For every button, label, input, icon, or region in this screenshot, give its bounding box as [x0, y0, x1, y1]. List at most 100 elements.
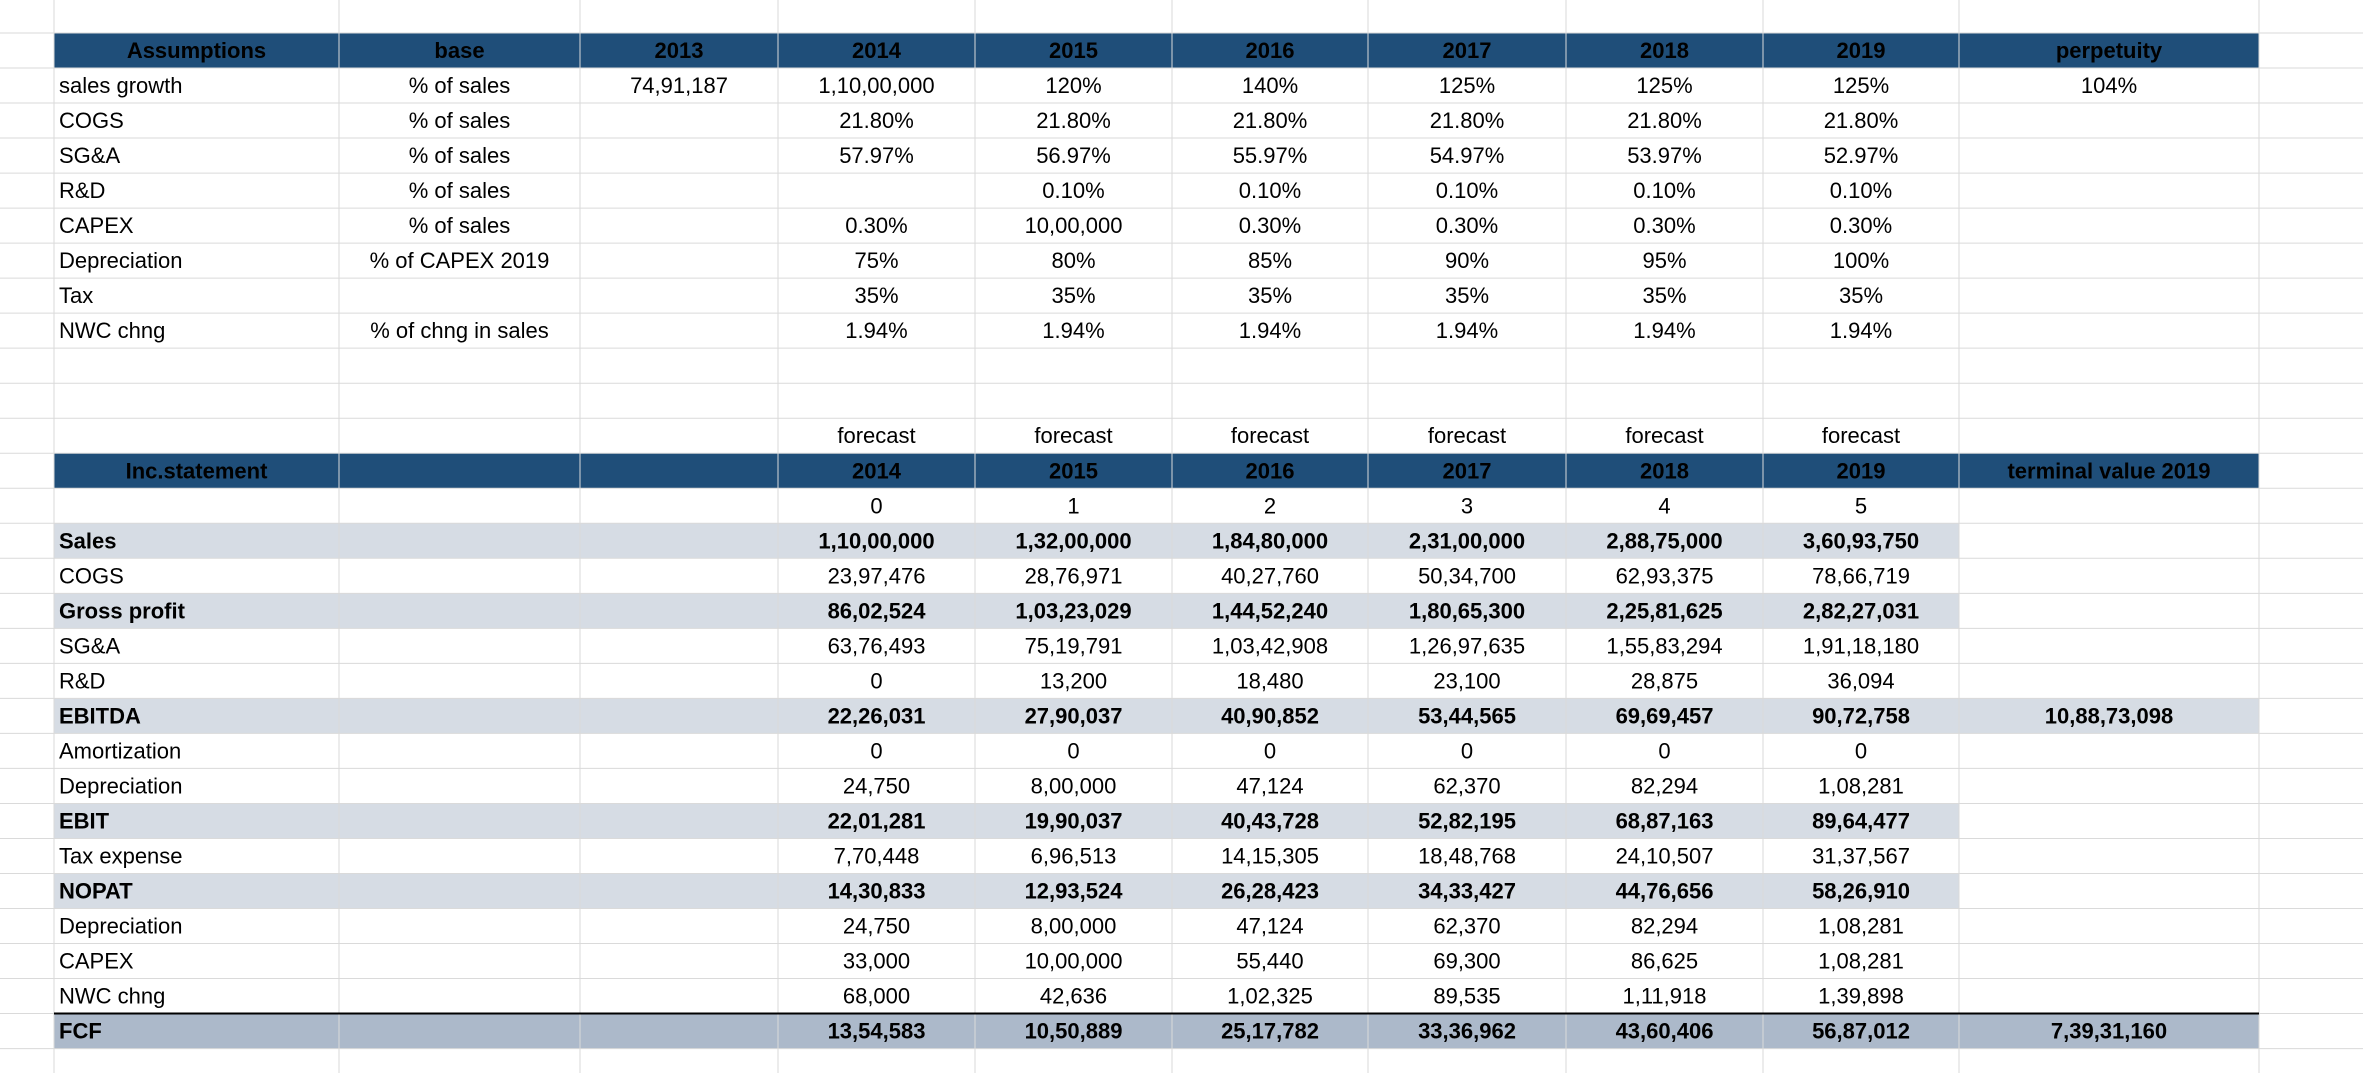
- cell: NWC chng: [59, 984, 165, 1009]
- cell: 90%: [1445, 248, 1489, 273]
- cell: 1,03,42,908: [1212, 633, 1328, 658]
- cell: 2,82,27,031: [1803, 598, 1919, 623]
- cell: 0: [870, 668, 882, 693]
- cell: 10,50,889: [1025, 1019, 1123, 1044]
- cell: Sales: [59, 528, 117, 553]
- cell: 0.10%: [1239, 178, 1301, 203]
- cell: 1,08,281: [1818, 914, 1904, 939]
- row-band: [54, 33, 2259, 69]
- cell: 120%: [1045, 73, 1101, 98]
- cell: 85%: [1248, 248, 1292, 273]
- cell: 89,535: [1433, 984, 1500, 1009]
- cell: 18,48,768: [1418, 843, 1516, 868]
- header-cell: 2017: [1443, 458, 1492, 483]
- cell: 69,69,457: [1616, 703, 1714, 728]
- cell: Tax: [59, 283, 93, 308]
- cell: 28,875: [1631, 668, 1698, 693]
- cell: 47,124: [1236, 914, 1303, 939]
- cell: 1,39,898: [1818, 984, 1904, 1009]
- row-band: [54, 593, 1959, 629]
- cell: % of sales: [409, 73, 511, 98]
- cell: 7,70,448: [834, 843, 920, 868]
- cell: 75%: [854, 248, 898, 273]
- cell: 63,76,493: [828, 633, 926, 658]
- cell: 35%: [1051, 283, 1095, 308]
- cell: 0.10%: [1042, 178, 1104, 203]
- period-index: 0: [870, 493, 882, 518]
- cell: 14,15,305: [1221, 843, 1319, 868]
- cell: 82,294: [1631, 914, 1698, 939]
- cell: 1.94%: [1436, 318, 1498, 343]
- cell: 10,00,000: [1025, 949, 1123, 974]
- cell: 31,37,567: [1812, 843, 1910, 868]
- cell: 43,60,406: [1616, 1019, 1714, 1044]
- cell: 125%: [1833, 73, 1889, 98]
- cell: % of sales: [409, 143, 511, 168]
- cell: 22,26,031: [828, 703, 926, 728]
- cell: 14,30,833: [828, 878, 926, 903]
- cell: % of sales: [409, 178, 511, 203]
- cell: 1,10,00,000: [818, 73, 934, 98]
- cell: 56,87,012: [1812, 1019, 1910, 1044]
- cell: 2,25,81,625: [1606, 598, 1722, 623]
- period-index: 2: [1264, 493, 1276, 518]
- cell: 1,32,00,000: [1015, 528, 1131, 553]
- cell: 62,370: [1433, 773, 1500, 798]
- forecast-label: forecast: [1034, 423, 1112, 448]
- cell: 69,300: [1433, 949, 1500, 974]
- cell: 40,43,728: [1221, 808, 1319, 833]
- header-cell: terminal value 2019: [2007, 458, 2210, 483]
- forecast-label: forecast: [1231, 423, 1309, 448]
- cell: % of sales: [409, 108, 511, 133]
- cell: 1,10,00,000: [818, 528, 934, 553]
- header-cell: 2019: [1837, 458, 1886, 483]
- cell: 2,31,00,000: [1409, 528, 1525, 553]
- cell: 3,60,93,750: [1803, 528, 1919, 553]
- cell: 95%: [1642, 248, 1686, 273]
- cell: 23,100: [1433, 668, 1500, 693]
- row-band: [54, 698, 2259, 734]
- cell: 1.94%: [1830, 318, 1892, 343]
- cell: 53.97%: [1627, 143, 1702, 168]
- cell: 82,294: [1631, 773, 1698, 798]
- cell: 21.80%: [1233, 108, 1308, 133]
- cell: 34,33,427: [1418, 878, 1516, 903]
- cell: 1,02,325: [1227, 984, 1313, 1009]
- cell: 86,625: [1631, 949, 1698, 974]
- cell: 1.94%: [1633, 318, 1695, 343]
- cell: 1,91,18,180: [1803, 633, 1919, 658]
- forecast-label: forecast: [1822, 423, 1900, 448]
- cell: 0: [1658, 738, 1670, 763]
- cell: 58,26,910: [1812, 878, 1910, 903]
- cell: Depreciation: [59, 914, 183, 939]
- forecast-label: forecast: [1625, 423, 1703, 448]
- cell: 24,750: [843, 773, 910, 798]
- cell: 75,19,791: [1025, 633, 1123, 658]
- cell: 47,124: [1236, 773, 1303, 798]
- cell: NWC chng: [59, 318, 165, 343]
- cell: 89,64,477: [1812, 808, 1910, 833]
- cell: 57.97%: [839, 143, 914, 168]
- cell: 68,87,163: [1616, 808, 1714, 833]
- cell: 8,00,000: [1031, 914, 1117, 939]
- row-band: [54, 523, 1959, 559]
- row-band: [54, 873, 1959, 909]
- cell: 33,000: [843, 949, 910, 974]
- cell: EBIT: [59, 808, 110, 833]
- period-index: 3: [1461, 493, 1473, 518]
- cell: 0.10%: [1436, 178, 1498, 203]
- cell: Tax expense: [59, 843, 183, 868]
- cell: 1.94%: [845, 318, 907, 343]
- cell: 21.80%: [839, 108, 914, 133]
- cell: 1,26,97,635: [1409, 633, 1525, 658]
- header-cell: 2018: [1640, 38, 1689, 63]
- cell: 18,480: [1236, 668, 1303, 693]
- cell: 13,200: [1040, 668, 1107, 693]
- cell: 62,370: [1433, 914, 1500, 939]
- cell: 0: [1264, 738, 1276, 763]
- cell: 0: [1855, 738, 1867, 763]
- cell: 0.30%: [1830, 213, 1892, 238]
- cell: % of chng in sales: [370, 318, 549, 343]
- cell: 21.80%: [1627, 108, 1702, 133]
